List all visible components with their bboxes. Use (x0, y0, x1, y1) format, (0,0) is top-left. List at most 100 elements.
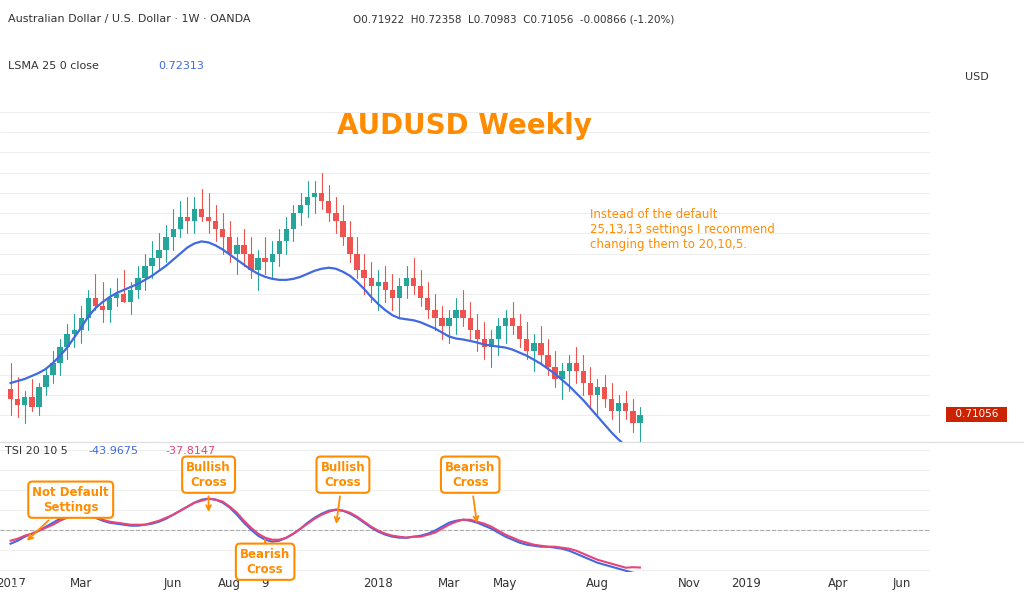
Text: Not Default
Settings: Not Default Settings (29, 486, 109, 540)
Bar (517, 326, 522, 339)
Bar (616, 403, 622, 411)
Bar (15, 399, 20, 405)
Bar (86, 298, 91, 318)
Bar (269, 253, 274, 261)
Text: Bullish
Cross: Bullish Cross (321, 460, 366, 522)
Bar (276, 241, 282, 253)
Bar (446, 318, 452, 326)
Bar (376, 282, 381, 286)
Bar (242, 246, 247, 253)
Text: O0.71922  H0.72358  L0.70983  C0.71056  -0.00866 (-1.20%): O0.71922 H0.72358 L0.70983 C0.71056 -0.0… (353, 15, 675, 24)
Text: AUDUSD Weekly: AUDUSD Weekly (338, 113, 592, 140)
Bar (637, 416, 643, 424)
Bar (72, 330, 77, 335)
Bar (291, 213, 296, 229)
Bar (298, 205, 303, 213)
Bar (114, 294, 120, 298)
Bar (234, 246, 240, 253)
Bar (354, 253, 359, 270)
Bar (602, 387, 607, 399)
Bar (57, 347, 62, 363)
Bar (418, 286, 423, 298)
Text: LSMA 25 0 close: LSMA 25 0 close (8, 60, 99, 71)
Text: 0.72313: 0.72313 (159, 60, 205, 71)
Text: TV: TV (14, 586, 31, 595)
Bar (347, 237, 352, 253)
Bar (474, 330, 480, 339)
Bar (79, 318, 84, 330)
Bar (397, 286, 402, 298)
Bar (99, 306, 105, 310)
Bar (461, 310, 466, 318)
Bar (383, 282, 388, 290)
Bar (65, 335, 70, 347)
Bar (36, 387, 42, 407)
Bar (496, 326, 501, 339)
Bar (531, 342, 537, 351)
Bar (121, 294, 126, 302)
Bar (284, 229, 289, 241)
Bar (630, 411, 636, 424)
Bar (432, 310, 437, 318)
Text: Bearish
Cross: Bearish Cross (445, 460, 496, 521)
Bar (164, 237, 169, 249)
Bar (369, 278, 374, 286)
Bar (439, 318, 444, 326)
Text: Australian Dollar / U.S. Dollar · 1W · OANDA: Australian Dollar / U.S. Dollar · 1W · O… (8, 15, 251, 24)
Bar (559, 371, 565, 379)
Bar (539, 342, 544, 355)
Bar (150, 258, 155, 266)
Bar (425, 298, 430, 310)
Bar (184, 217, 190, 221)
Bar (128, 290, 133, 302)
Bar (326, 201, 332, 213)
Bar (305, 197, 310, 205)
Bar (8, 389, 13, 399)
Text: Bullish
Cross: Bullish Cross (186, 460, 230, 510)
Bar (23, 397, 28, 405)
Bar (199, 209, 204, 217)
Bar (581, 371, 586, 383)
Bar (177, 217, 183, 229)
Text: -43.9675: -43.9675 (88, 445, 138, 456)
Text: 0.71056: 0.71056 (949, 409, 1005, 419)
Text: -37.8147: -37.8147 (166, 445, 216, 456)
Bar (503, 318, 508, 326)
Bar (623, 403, 629, 411)
Bar (340, 221, 346, 237)
Text: Instead of the default
25,13,13 settings I recommend
changing them to 20,10,5.: Instead of the default 25,13,13 settings… (591, 208, 775, 251)
Bar (510, 318, 515, 326)
Bar (524, 339, 529, 351)
Text: Bearish
Cross: Bearish Cross (240, 540, 290, 576)
Bar (220, 229, 225, 237)
Bar (43, 375, 49, 387)
Bar (206, 217, 211, 221)
Bar (609, 399, 614, 411)
Bar (249, 253, 254, 270)
Bar (595, 387, 600, 395)
Bar (333, 213, 339, 221)
Bar (566, 363, 571, 371)
Bar (255, 258, 261, 270)
Bar (135, 278, 140, 290)
Bar (481, 339, 487, 347)
Bar (191, 209, 198, 221)
Bar (411, 278, 417, 286)
Bar (93, 298, 98, 306)
Bar (454, 310, 459, 318)
Bar (142, 266, 147, 278)
Bar (488, 339, 495, 347)
Bar (552, 367, 558, 379)
Bar (262, 258, 268, 261)
Bar (319, 193, 325, 201)
Text: TSI 20 10 5: TSI 20 10 5 (5, 445, 68, 456)
Bar (390, 290, 395, 298)
Text: USD: USD (965, 73, 989, 82)
Bar (573, 363, 579, 371)
Bar (213, 221, 218, 229)
Bar (50, 363, 55, 375)
Bar (171, 229, 176, 237)
Bar (227, 237, 232, 253)
Bar (312, 193, 317, 197)
Bar (468, 318, 473, 330)
